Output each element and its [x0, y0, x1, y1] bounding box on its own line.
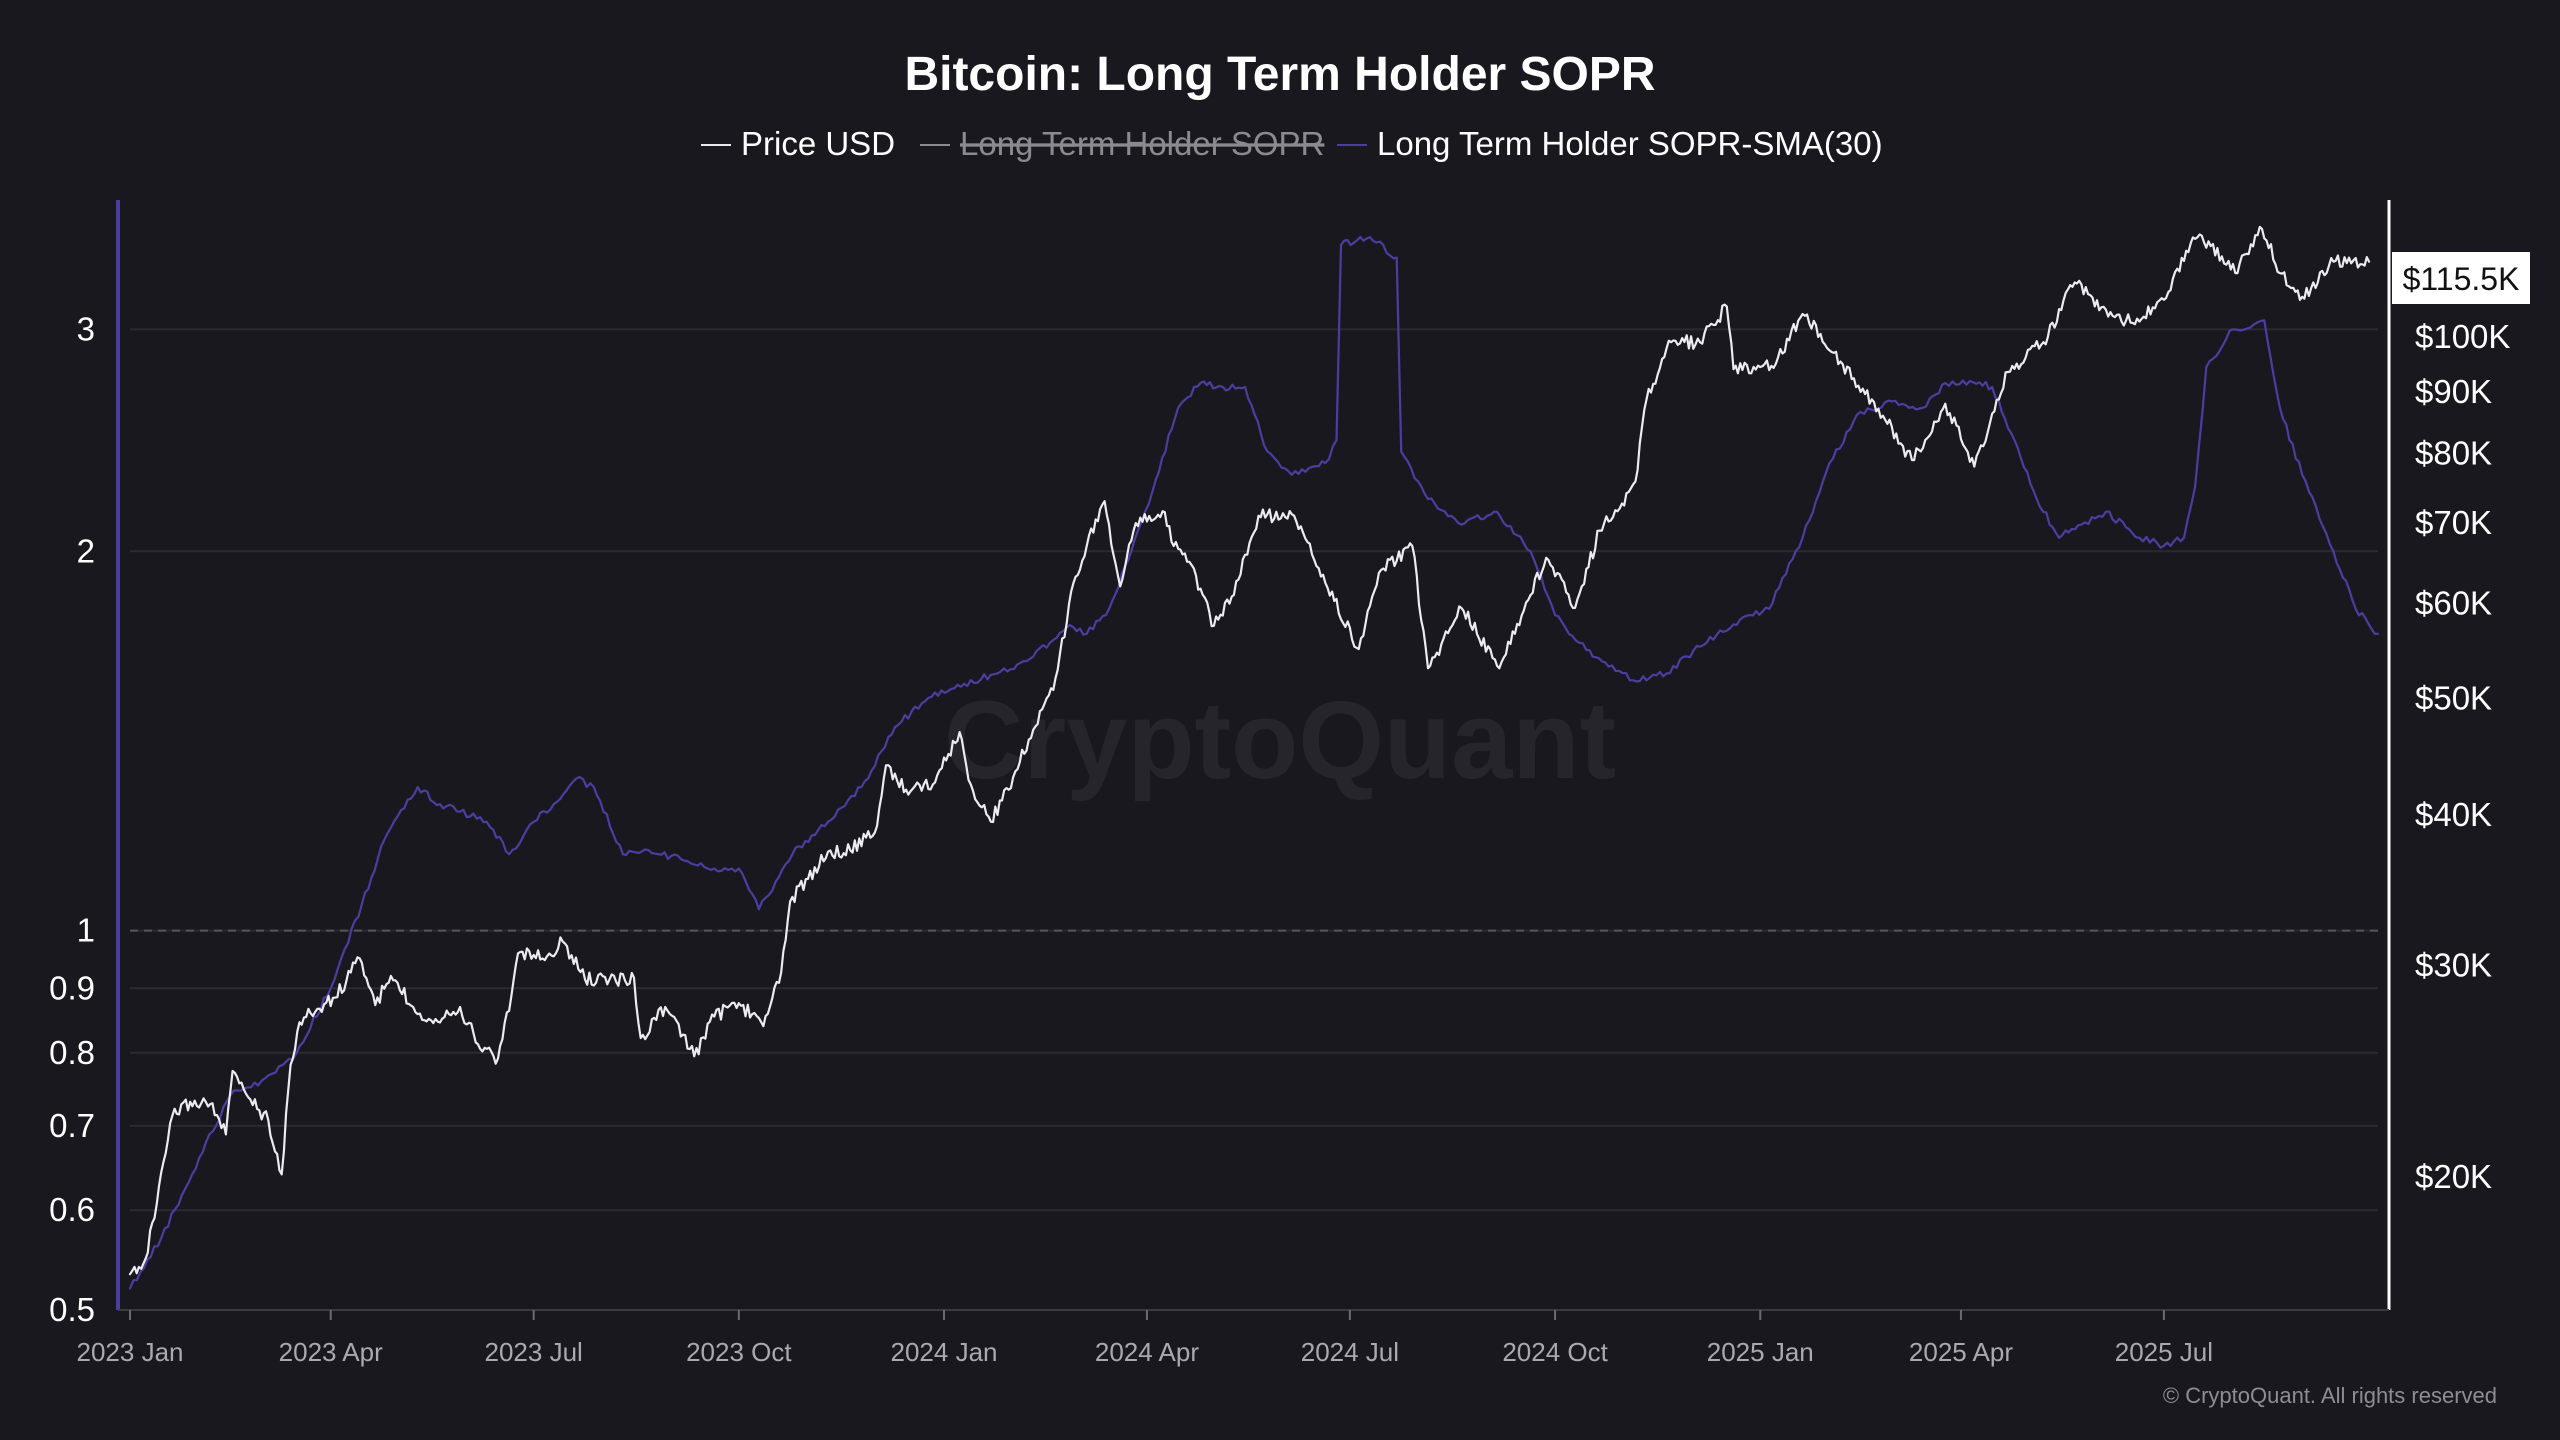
y-right-tick-label: $100K: [2415, 318, 2510, 355]
series-line-price-usd: [128, 225, 2371, 1276]
y-left-tick-label: 3: [77, 310, 95, 347]
y-left-tick-label: 0.7: [49, 1107, 95, 1144]
y-left-tick-label: 0.9: [49, 969, 95, 1006]
chart-title: Bitcoin: Long Term Holder SOPR: [904, 48, 1655, 101]
y-right-tick-label: $20K: [2415, 1158, 2492, 1195]
x-tick-label: 2023 Apr: [279, 1337, 383, 1367]
series-line-lth-sopr-sma30: [128, 235, 2380, 1290]
copyright: © CryptoQuant. All rights reserved: [2163, 1383, 2497, 1408]
x-tick-label: 2024 Apr: [1095, 1337, 1199, 1367]
y-right-tick-label: $70K: [2415, 504, 2492, 541]
legend: Price USD Long Term Holder SOPR Long Ter…: [701, 125, 1883, 162]
y-left-tick-label: 0.6: [49, 1191, 95, 1228]
x-tick-label: 2025 Jul: [2115, 1337, 2213, 1367]
x-ticks: 2023 Jan 2023 Apr 2023 Jul 2023 Oct 2024 Jan…: [77, 1310, 2213, 1367]
y-right-tick-label: $40K: [2415, 796, 2492, 833]
y-left-ticks: 0.5 0.6 0.7 0.8 0.9 1 2 3: [49, 310, 95, 1328]
x-tick-label: 2024 Oct: [1502, 1337, 1608, 1367]
y-right-tick-label: $60K: [2415, 585, 2492, 622]
y-right-tick-label: $30K: [2415, 946, 2492, 983]
y-left-tick-label: 0.5: [49, 1291, 95, 1328]
legend-item-price[interactable]: Price USD: [701, 125, 895, 162]
y-right-tick-label: $80K: [2415, 434, 2492, 471]
x-tick-label: 2025 Jan: [1707, 1337, 1814, 1367]
current-price-tag-label: $115.5K: [2403, 261, 2520, 297]
watermark: CryptoQuant: [944, 679, 1616, 802]
legend-label-sopr: Long Term Holder SOPR: [960, 125, 1324, 162]
legend-item-sopr-sma[interactable]: Long Term Holder SOPR-SMA(30): [1337, 125, 1883, 162]
x-tick-label: 2023 Jan: [77, 1337, 184, 1367]
current-price-tag-box: [2392, 252, 2530, 304]
x-tick-label: 2024 Jan: [891, 1337, 998, 1367]
legend-label-price: Price USD: [741, 125, 895, 162]
x-tick-label: 2024 Jul: [1301, 1337, 1399, 1367]
y-right-tick-label: $50K: [2415, 680, 2492, 717]
series-layer: [128, 225, 2380, 1290]
y-right-ticks: $20K $30K $40K $50K $60K $70K $80K $90K $100K: [2415, 318, 2510, 1195]
x-tick-label: 2023 Oct: [686, 1337, 792, 1367]
x-tick-label: 2023 Jul: [485, 1337, 583, 1367]
y-right-tick-label: $90K: [2415, 373, 2492, 410]
legend-label-sopr-sma: Long Term Holder SOPR-SMA(30): [1377, 125, 1883, 162]
y-left-tick-label: 0.8: [49, 1034, 95, 1071]
x-tick-label: 2025 Apr: [1909, 1337, 2013, 1367]
y-left-tick-label: 1: [77, 912, 95, 949]
current-price-tag: $115.5K: [2392, 252, 2530, 304]
y-left-tick-label: 2: [77, 532, 95, 569]
gridlines: [130, 328, 2378, 1311]
legend-item-sopr[interactable]: Long Term Holder SOPR: [920, 125, 1324, 162]
